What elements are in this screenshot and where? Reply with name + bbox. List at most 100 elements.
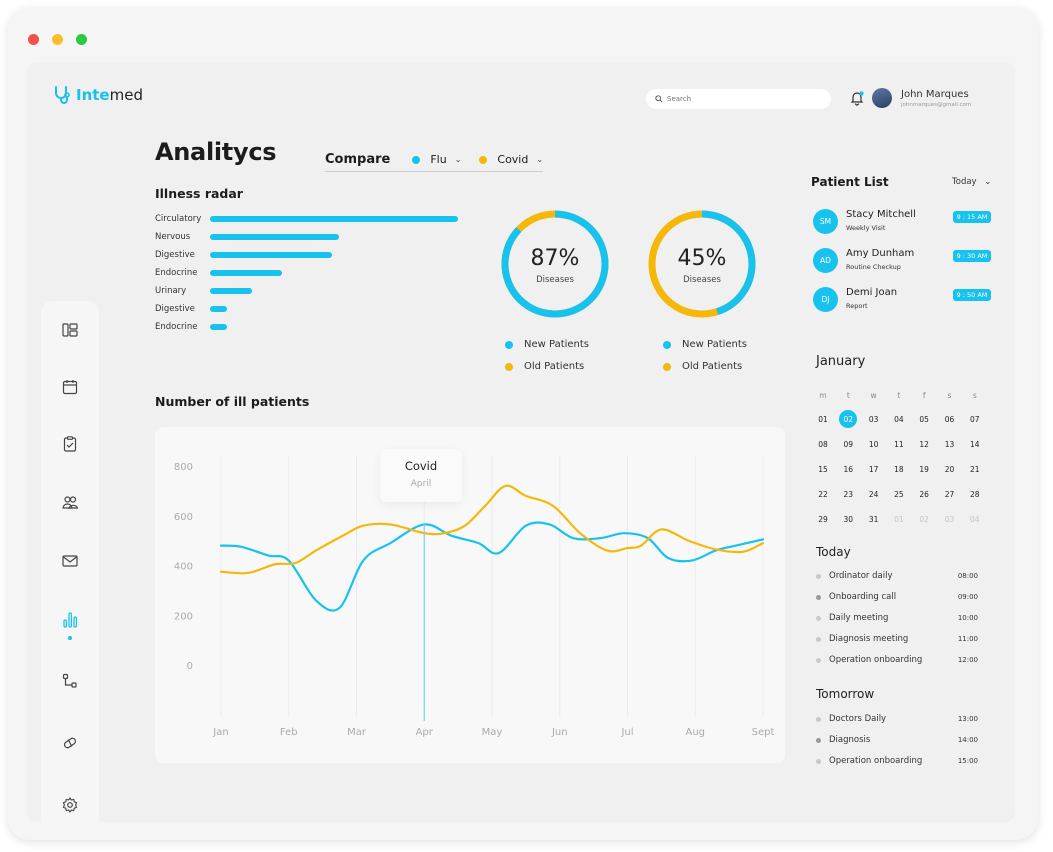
patient-item[interactable]: AD Amy Dunham Routine Checkup 9 : 30 AM bbox=[813, 248, 993, 274]
calendar-day[interactable]: 25 bbox=[894, 489, 904, 499]
flow-icon[interactable] bbox=[61, 672, 79, 690]
calendar-day[interactable]: 08 bbox=[818, 439, 828, 449]
calendar-day[interactable]: 19 bbox=[919, 464, 929, 474]
calendar-day[interactable]: 03 bbox=[944, 514, 955, 524]
schedule-item[interactable]: Operation onboarding 15:00 bbox=[816, 755, 978, 767]
legend-dot bbox=[505, 340, 513, 349]
calendar-day[interactable]: 06 bbox=[944, 414, 955, 424]
calendar-day[interactable]: 30 bbox=[843, 514, 854, 524]
calendar-day[interactable]: 22 bbox=[818, 489, 828, 499]
calendar-day[interactable]: 12 bbox=[919, 439, 929, 449]
schedule-item[interactable]: Doctors Daily 13:00 bbox=[816, 713, 978, 725]
calendar-day[interactable]: 09 bbox=[843, 439, 854, 449]
calendar-day[interactable]: 21 bbox=[970, 464, 980, 474]
patient-visit-type: Weekly Visit bbox=[846, 224, 886, 232]
compare-option-covid[interactable]: Covid ⌄ bbox=[479, 153, 543, 166]
calendar-day[interactable]: 01 bbox=[894, 514, 904, 524]
calendar-day[interactable]: 26 bbox=[919, 489, 929, 499]
compare-option-flu[interactable]: Flu ⌄ bbox=[412, 153, 461, 166]
calendar-day[interactable]: 15 bbox=[818, 464, 828, 474]
patient-list-filter[interactable]: Today ⌄ bbox=[952, 177, 991, 187]
dashboard-icon[interactable] bbox=[61, 321, 79, 339]
patient-item[interactable]: DJ Demi Joan Report 9 : 50 AM bbox=[813, 287, 993, 313]
flu-color-dot bbox=[412, 155, 421, 164]
search-input[interactable] bbox=[667, 95, 807, 103]
schedule-item[interactable]: Daily meeting 10:00 bbox=[816, 612, 978, 624]
calendar-day[interactable]: 31 bbox=[868, 514, 879, 524]
calendar-day[interactable]: 18 bbox=[894, 464, 904, 474]
schedule-item[interactable]: Diagnosis 14:00 bbox=[816, 734, 978, 746]
search-bar[interactable] bbox=[646, 89, 831, 109]
calendar-day[interactable]: 17 bbox=[868, 464, 879, 474]
maximize-window-button[interactable] bbox=[76, 34, 87, 45]
minimize-window-button[interactable] bbox=[52, 34, 63, 45]
calendar-day[interactable]: 16 bbox=[843, 464, 854, 474]
calendar-day[interactable]: 20 bbox=[944, 464, 955, 474]
donut-arc-new bbox=[648, 210, 756, 318]
pills-icon[interactable] bbox=[61, 734, 79, 752]
donut-percent: 45% bbox=[677, 246, 727, 271]
donut-label: Diseases bbox=[683, 275, 721, 285]
radar-bar bbox=[210, 324, 228, 330]
covid-color-dot bbox=[479, 155, 488, 164]
weekday-label: s bbox=[972, 390, 977, 400]
chart-tooltip: Covid April bbox=[380, 449, 462, 502]
clipboard-icon[interactable] bbox=[61, 435, 79, 453]
calendar-icon[interactable] bbox=[61, 378, 79, 396]
schedule-name: Diagnosis meeting bbox=[829, 634, 909, 644]
window-controls bbox=[28, 34, 87, 45]
calendar-day[interactable]: 02 bbox=[919, 514, 929, 524]
patient-visit-type: Routine Checkup bbox=[846, 263, 901, 271]
y-tick-label: 400 bbox=[174, 562, 193, 573]
calendar-day[interactable]: 27 bbox=[944, 489, 955, 499]
x-tick-label: Mar bbox=[347, 727, 367, 738]
schedule-time: 12:00 bbox=[957, 656, 978, 664]
schedule-item[interactable]: Operation onboarding 12:00 bbox=[816, 654, 978, 666]
calendar-month: January bbox=[816, 354, 866, 369]
calendar-day[interactable]: 07 bbox=[970, 414, 980, 424]
calendar-day[interactable]: 23 bbox=[843, 489, 854, 499]
calendar-day[interactable]: 29 bbox=[818, 514, 828, 524]
patient-avatar: SM bbox=[813, 209, 838, 234]
close-window-button[interactable] bbox=[28, 34, 39, 45]
schedule-time: 13:00 bbox=[957, 715, 978, 723]
settings-icon[interactable] bbox=[61, 796, 79, 814]
schedule-name: Doctors Daily bbox=[829, 714, 887, 724]
weekday-label: t bbox=[846, 390, 850, 400]
calendar-day[interactable]: 04 bbox=[894, 414, 904, 424]
user-name[interactable]: John Marques bbox=[901, 89, 969, 100]
calendar-day[interactable]: 11 bbox=[894, 439, 904, 449]
calendar-day[interactable]: 05 bbox=[919, 414, 929, 424]
x-tick-label: Sept bbox=[752, 727, 775, 738]
radar-bar bbox=[210, 234, 339, 240]
x-tick-label: Feb bbox=[280, 727, 298, 738]
schedule-item[interactable]: Ordinator daily 08:00 bbox=[816, 570, 978, 582]
bell-icon[interactable] bbox=[849, 90, 865, 106]
schedule-item[interactable]: Diagnosis meeting 11:00 bbox=[816, 633, 978, 645]
calendar-day[interactable]: 24 bbox=[868, 489, 879, 499]
schedule-item[interactable]: Onboarding call 09:00 bbox=[816, 591, 978, 603]
series-line-flu bbox=[219, 521, 765, 612]
schedule-name: Ordinator daily bbox=[829, 571, 893, 581]
calendar-day[interactable]: 28 bbox=[970, 489, 980, 499]
users-icon[interactable] bbox=[61, 493, 79, 511]
brand-logo[interactable]: Inte med bbox=[53, 86, 143, 104]
calendar-day[interactable]: 04 bbox=[970, 514, 980, 524]
calendar-day[interactable]: 01 bbox=[818, 414, 828, 424]
calendar-day[interactable]: 10 bbox=[868, 439, 879, 449]
radar-row: Digestive bbox=[155, 303, 228, 315]
weekday-label: s bbox=[947, 390, 952, 400]
user-avatar[interactable] bbox=[872, 88, 892, 108]
bullet-icon bbox=[816, 594, 821, 600]
calendar-day[interactable]: 14 bbox=[970, 439, 980, 449]
mail-icon[interactable] bbox=[61, 552, 79, 570]
calendar-day[interactable]: 02 bbox=[839, 410, 858, 428]
patient-item[interactable]: SM Stacy Mitchell Weekly Visit 9 : 15 AM bbox=[813, 209, 993, 235]
tooltip-title: Covid bbox=[404, 459, 438, 473]
radar-label: Endocrine bbox=[155, 268, 198, 278]
calendar-day[interactable]: 03 bbox=[868, 414, 879, 424]
legend-label: New Patients bbox=[524, 339, 590, 350]
calendar-day[interactable]: 13 bbox=[944, 439, 955, 449]
radar-row: Nervous bbox=[155, 231, 339, 243]
analytics-icon[interactable] bbox=[61, 611, 79, 629]
